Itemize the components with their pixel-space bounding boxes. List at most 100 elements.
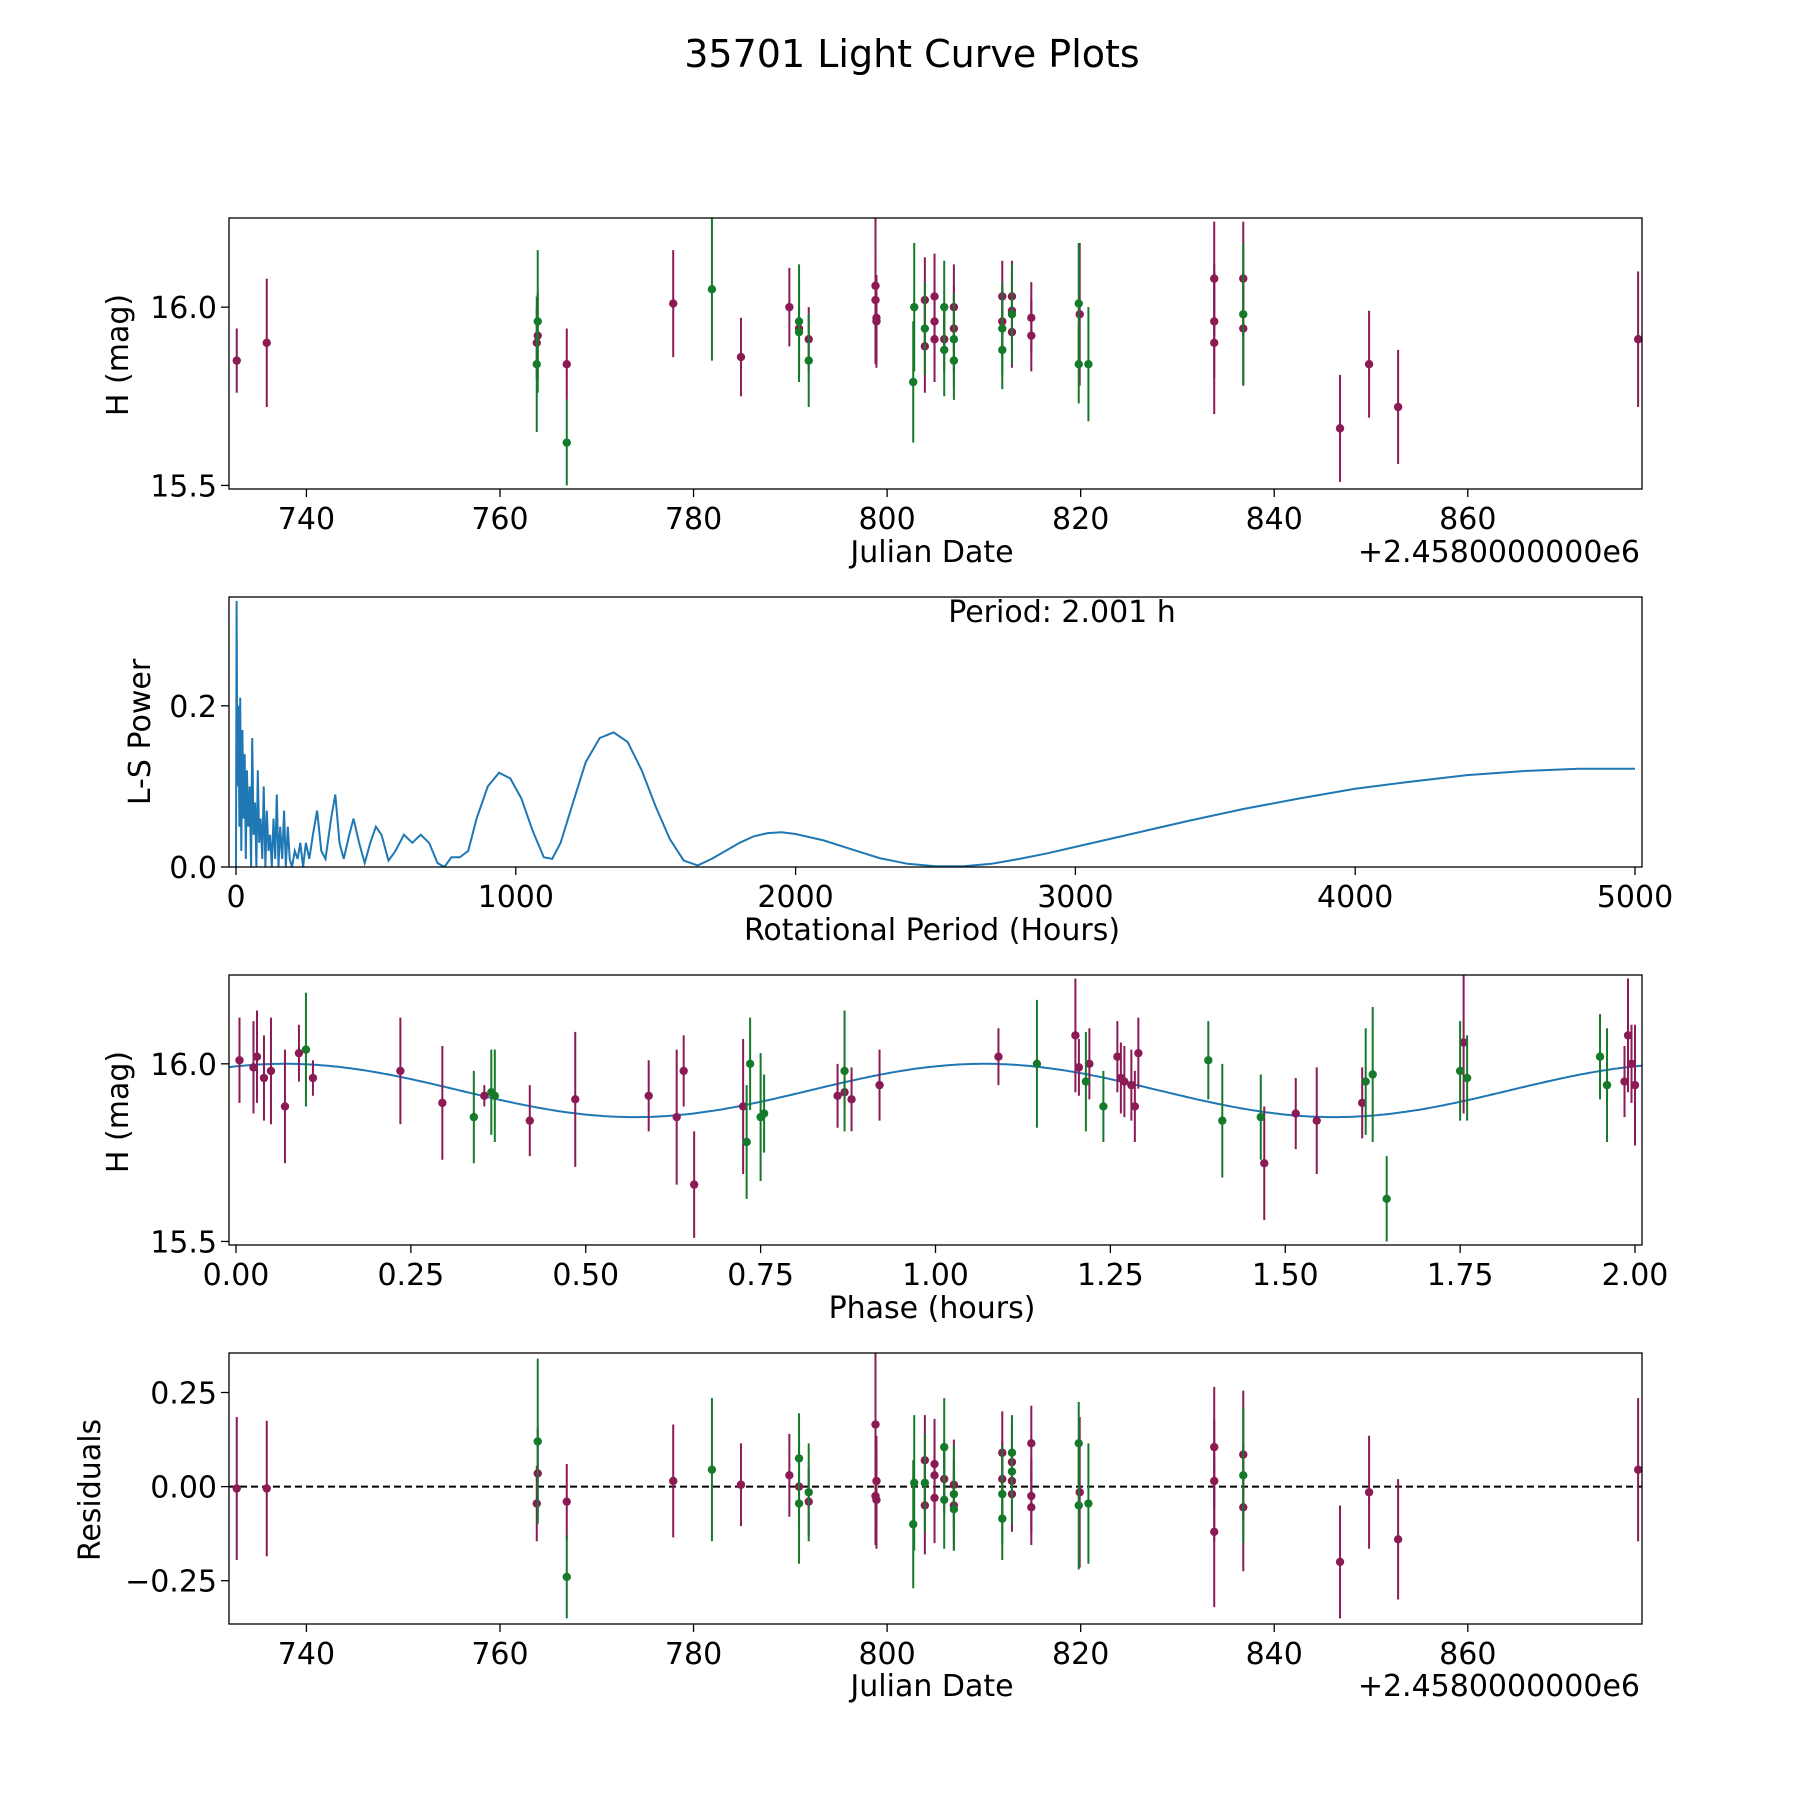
data-point: [707, 1465, 717, 1474]
data-point: [794, 327, 804, 337]
data-point: [252, 1052, 262, 1061]
data-point: [533, 1437, 542, 1446]
period-annotation: Period: 2.001 h: [948, 595, 1176, 630]
data-point: [949, 356, 959, 365]
ylabel: H (mag): [101, 1051, 136, 1173]
axes-frame: [228, 1352, 1643, 1625]
data-point: [1127, 1080, 1136, 1090]
data-point: [1074, 1501, 1083, 1510]
data-point: [742, 1137, 751, 1147]
ylabel: L-S Power: [123, 658, 158, 805]
panel-residuals: Residuals Julian Date +2.4580000000e6 74…: [73, 1352, 1643, 1704]
data-point: [1007, 1448, 1017, 1457]
data-point: [532, 359, 541, 369]
data-point: [1032, 1059, 1042, 1069]
data-point: [562, 359, 571, 369]
xlabel: Julian Date: [848, 1669, 1013, 1704]
x-tick-label: 3000: [1037, 880, 1113, 915]
x-tick-label: 840: [1246, 502, 1303, 537]
data-point: [1620, 1077, 1629, 1086]
data-point: [266, 1066, 276, 1076]
data-point: [1630, 1080, 1640, 1090]
data-point: [235, 1056, 244, 1065]
data-point: [1256, 1112, 1265, 1122]
data-point: [1623, 1031, 1633, 1040]
x-tick-label: 800: [858, 502, 915, 537]
data-point: [940, 345, 949, 355]
xlabel: Phase (hours): [829, 1291, 1036, 1326]
data-point: [672, 1112, 681, 1122]
x-tick-label: 1.00: [902, 1258, 969, 1293]
data-point: [707, 285, 717, 294]
plot-area: [229, 1353, 1642, 1619]
data-point: [1595, 1052, 1605, 1061]
ylabel: H (mag): [101, 294, 136, 416]
data-point: [745, 1059, 755, 1069]
data-point: [308, 1073, 318, 1083]
data-point: [1364, 359, 1374, 369]
data-point: [689, 1180, 699, 1189]
data-point: [840, 1066, 849, 1076]
data-point: [930, 317, 939, 326]
data-point: [562, 438, 571, 447]
y-tick-label: 15.5: [150, 1225, 217, 1260]
panel-phase-folded: H (mag) Phase (hours) 0.00 0.25 0.50 0.75 1.…: [101, 974, 1668, 1326]
data-point: [871, 295, 880, 305]
data-point: [1364, 1488, 1374, 1497]
data-point: [920, 324, 930, 333]
axes-frame: [228, 217, 1643, 490]
x-tick-label: 800: [858, 1637, 915, 1672]
data-point: [1312, 1116, 1321, 1125]
model-curve: [229, 1062, 1642, 1119]
data-point: [998, 345, 1007, 355]
data-point: [940, 1495, 949, 1504]
data-point: [998, 1514, 1007, 1523]
data-point: [1071, 1031, 1080, 1040]
data-point: [875, 1080, 884, 1090]
data-point: [480, 1091, 489, 1100]
plot-area: [235, 600, 1635, 867]
x-tick-label: 820: [1052, 1637, 1109, 1672]
x-tick-label: 0.25: [377, 1258, 444, 1293]
data-point: [1368, 1070, 1377, 1079]
x-tick-label: 1000: [478, 880, 554, 915]
data-point: [1455, 1066, 1465, 1076]
data-point: [1085, 1059, 1094, 1069]
y-tick-label: 0.25: [150, 1377, 217, 1412]
data-point: [794, 1499, 804, 1508]
y-tick-label: 0.0: [169, 851, 217, 886]
data-point: [1130, 1102, 1140, 1111]
x-tick-label: 0.50: [552, 1258, 619, 1293]
data-point: [994, 1052, 1003, 1061]
x-tick-label: 1.75: [1427, 1258, 1494, 1293]
data-point: [871, 1420, 880, 1429]
data-point: [1335, 1557, 1345, 1567]
axes-frame: [228, 596, 1643, 868]
x-tick-label: 4000: [1317, 880, 1393, 915]
x-tick-label: 820: [1052, 502, 1109, 537]
y-tick-label: −0.25: [125, 1565, 217, 1600]
data-point: [1074, 299, 1083, 308]
data-point: [1134, 1048, 1143, 1058]
data-point: [909, 377, 918, 387]
y-tick-label: 0.00: [150, 1471, 217, 1506]
data-point: [669, 1476, 678, 1486]
data-point: [262, 1484, 271, 1493]
data-point: [1627, 1059, 1636, 1069]
x-tick-label: 1.25: [1077, 1258, 1144, 1293]
data-point: [262, 338, 271, 348]
data-point: [644, 1091, 653, 1100]
x-offset-label: +2.4580000000e6: [1358, 535, 1640, 570]
data-point: [1204, 1056, 1213, 1065]
data-point: [930, 1493, 939, 1503]
data-point: [1027, 1439, 1036, 1448]
data-point: [469, 1112, 479, 1122]
data-point: [833, 1091, 842, 1100]
data-point: [562, 1497, 571, 1506]
x-tick-label: 2000: [757, 880, 833, 915]
data-point: [1218, 1116, 1227, 1125]
data-point: [1239, 310, 1248, 319]
data-point: [1074, 1063, 1084, 1072]
panel-light-curve: H (mag) Julian Date +2.4580000000e6 740 7…: [101, 217, 1643, 570]
data-point: [1602, 1080, 1612, 1090]
